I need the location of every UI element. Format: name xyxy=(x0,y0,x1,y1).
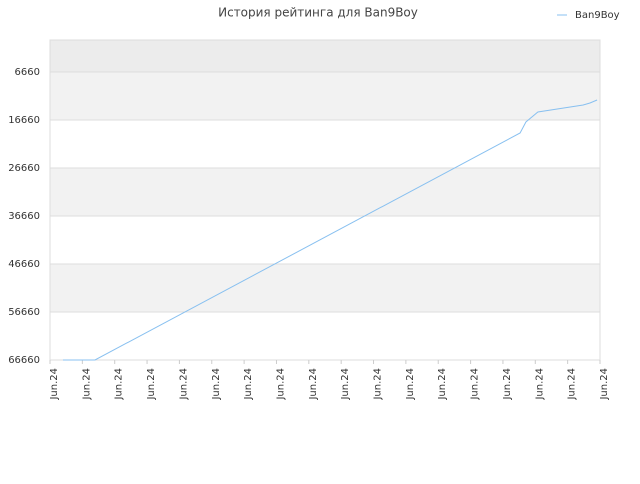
y-tick-label: 36660 xyxy=(8,211,40,222)
x-tick-label: Jun.24 xyxy=(405,368,416,401)
x-tick-label: Jun.24 xyxy=(114,368,125,401)
band xyxy=(50,72,600,120)
chart-title: История рейтинга для Ban9Boy xyxy=(218,6,418,20)
x-tick-label: Jun.24 xyxy=(373,368,384,401)
y-tick-label: 26660 xyxy=(8,163,40,174)
y-tick-label: 16660 xyxy=(8,115,40,126)
x-tick-label: Jun.24 xyxy=(275,368,286,401)
x-tick-label: Jun.24 xyxy=(81,368,92,401)
x-tick-label: Jun.24 xyxy=(49,368,60,401)
y-tick-label: 56660 xyxy=(8,307,40,318)
x-tick-label: Jun.24 xyxy=(437,368,448,401)
band xyxy=(50,168,600,216)
x-tick-label: Jun.24 xyxy=(599,368,610,401)
band xyxy=(50,264,600,312)
x-tick-label: Jun.24 xyxy=(534,368,545,401)
legend-label: Ban9Boy xyxy=(575,10,620,21)
x-tick-label: Jun.24 xyxy=(470,368,481,401)
x-tick-label: Jun.24 xyxy=(340,368,351,401)
x-tick-label: Jun.24 xyxy=(567,368,578,401)
y-tick-label: 46660 xyxy=(8,259,40,270)
x-tick-label: Jun.24 xyxy=(308,368,319,401)
x-tick-label: Jun.24 xyxy=(178,368,189,401)
data-line xyxy=(62,99,598,361)
x-tick-label: Jun.24 xyxy=(146,368,157,401)
y-tick-label: 6660 xyxy=(15,67,40,78)
x-tick-label: Jun.24 xyxy=(502,368,513,401)
y-tick-label: 66660 xyxy=(8,355,40,366)
x-tick-label: Jun.24 xyxy=(243,368,254,401)
band xyxy=(50,40,600,72)
x-tick-label: Jun.24 xyxy=(211,368,222,401)
